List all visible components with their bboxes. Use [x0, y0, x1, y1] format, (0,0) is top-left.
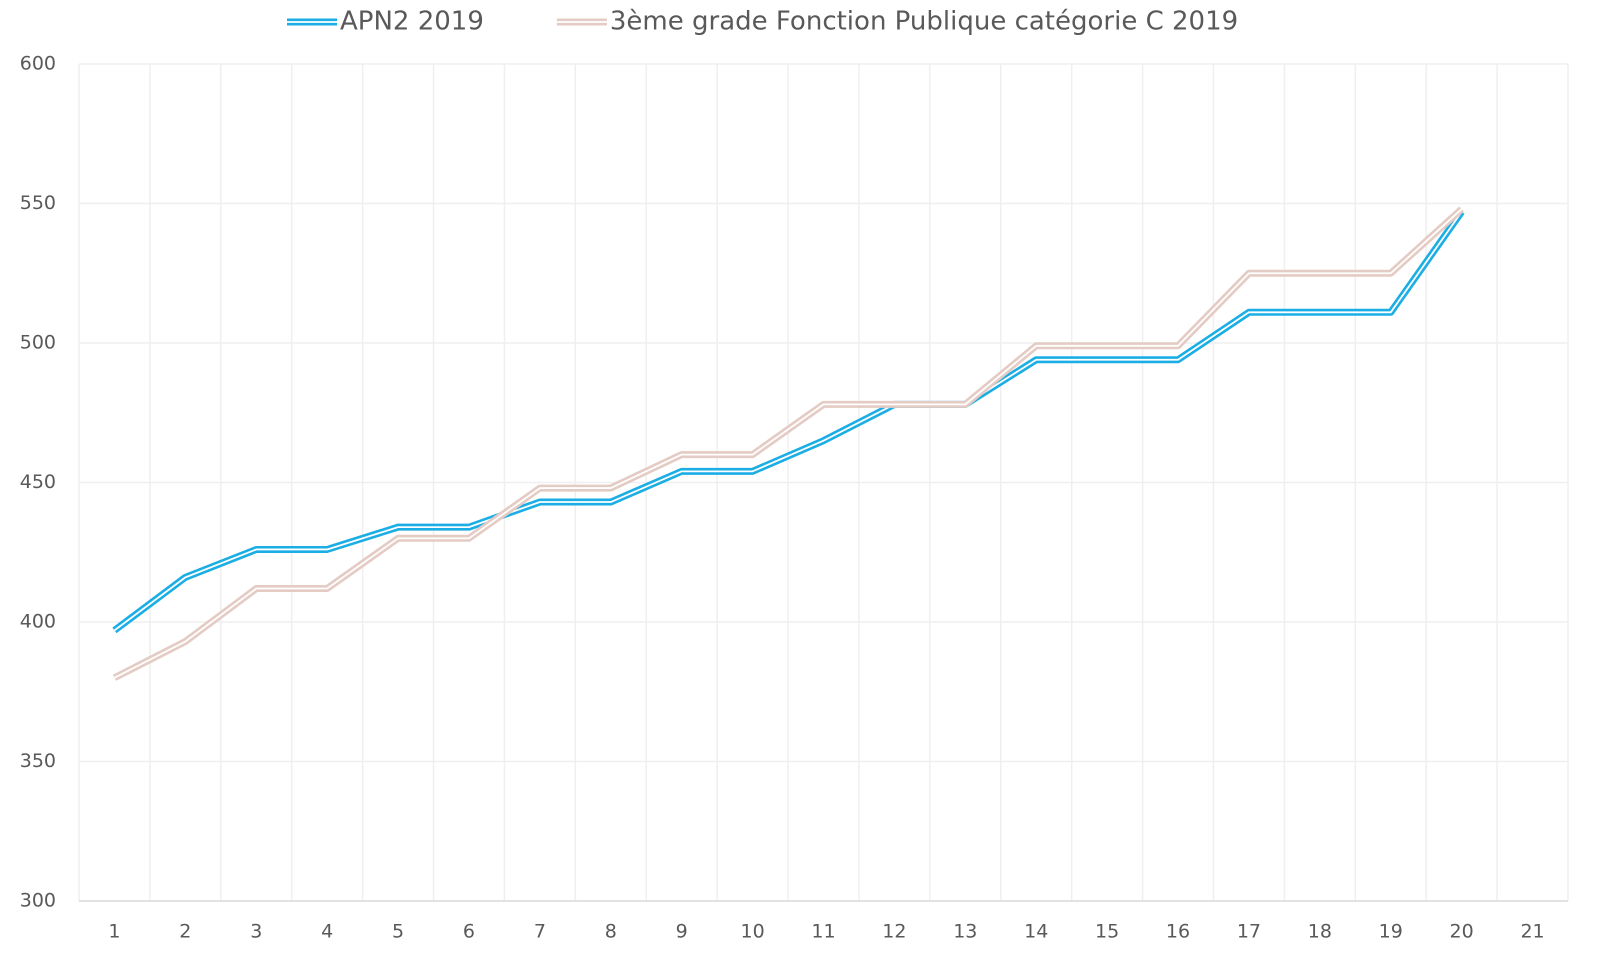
x-tick-label: 17: [1237, 921, 1261, 943]
x-tick-label: 13: [953, 921, 977, 943]
x-tick-label: 1: [108, 921, 120, 943]
x-tick-label: 2: [179, 921, 191, 943]
x-tick-label: 8: [605, 921, 617, 943]
x-tick-label: 21: [1520, 921, 1544, 943]
y-tick-label: 550: [20, 192, 56, 214]
legend-label: APN2 2019: [340, 7, 484, 37]
x-tick-label: 7: [534, 921, 546, 943]
x-tick-label: 12: [882, 921, 906, 943]
y-tick-label: 500: [20, 332, 56, 354]
x-tick-label: 20: [1450, 921, 1474, 943]
x-tick-label: 11: [811, 921, 835, 943]
x-tick-label: 6: [463, 921, 475, 943]
y-tick-label: 400: [20, 611, 56, 633]
x-tick-label: 18: [1308, 921, 1332, 943]
y-tick-label: 450: [20, 471, 56, 493]
x-tick-label: 9: [676, 921, 688, 943]
x-tick-label: 19: [1379, 921, 1403, 943]
legend: APN2 2019 3ème grade Fonction Publique ca…: [287, 7, 1238, 37]
x-tick-label: 15: [1095, 921, 1119, 943]
x-tick-label: 5: [392, 921, 404, 943]
x-tick-label: 14: [1024, 921, 1048, 943]
series-line-inner: [114, 208, 1463, 679]
y-tick-label: 300: [20, 890, 56, 912]
x-tick-label: 3: [250, 921, 262, 943]
x-tick-label: 10: [741, 921, 765, 943]
y-tick-label: 350: [20, 750, 56, 772]
x-tick-label: 16: [1166, 921, 1190, 943]
x-tick-label: 4: [321, 921, 333, 943]
series-line-inner: [113, 211, 1463, 632]
y-tick-label: 600: [20, 53, 56, 75]
legend-label: 3ème grade Fonction Publique catégorie C…: [610, 7, 1238, 37]
